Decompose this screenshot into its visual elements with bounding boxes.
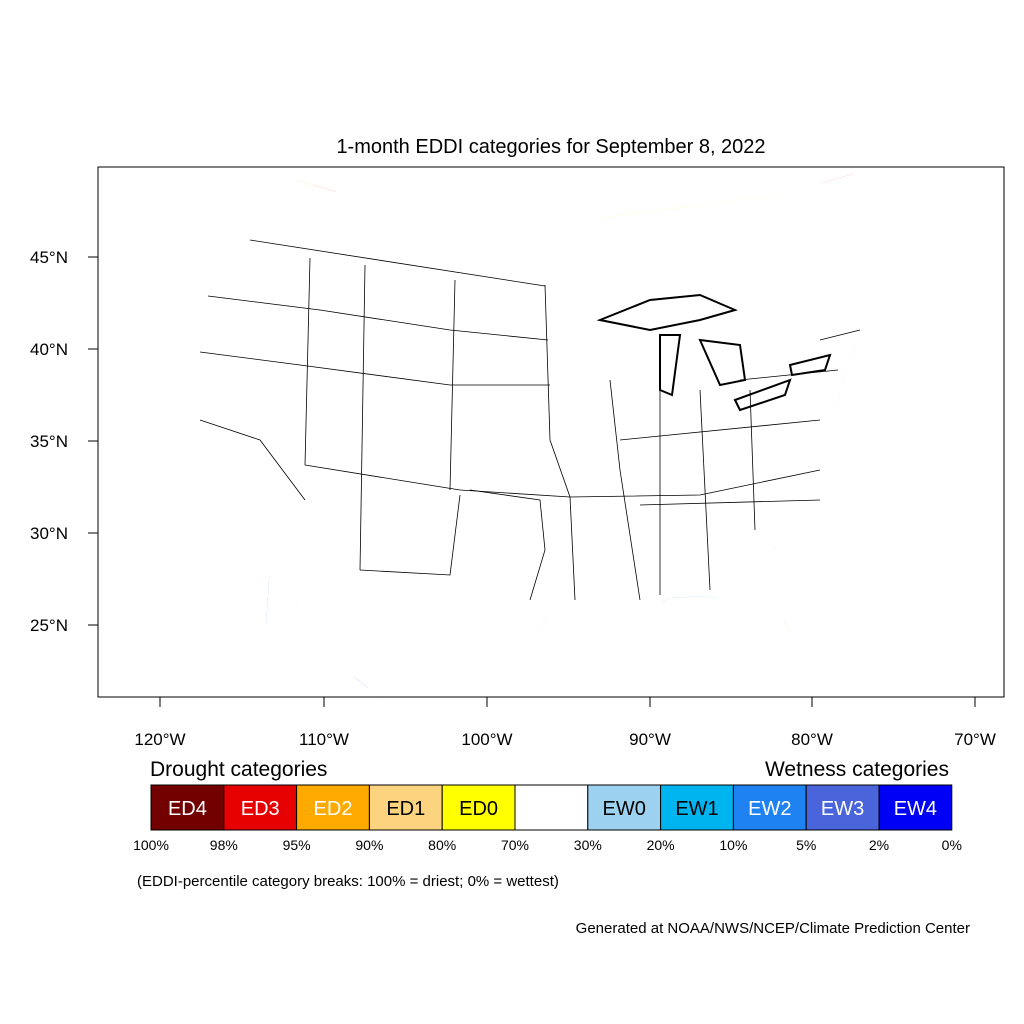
lon-label: 80°W (791, 730, 833, 749)
lat-label: 30°N (30, 524, 68, 543)
legend-category-label: ED2 (314, 798, 353, 820)
lake-superior (596, 293, 738, 332)
lat-label: 35°N (30, 432, 68, 451)
lon-ticks (159, 697, 976, 707)
legend-break-label: 70% (501, 837, 529, 853)
legend-break-label: 5% (796, 837, 816, 853)
legend-swatch (150, 784, 225, 831)
drought-categories-title: Drought categories (150, 758, 327, 781)
lake-michigan (659, 334, 682, 397)
legend-category-label: EW3 (821, 798, 864, 820)
legend-swatch (223, 784, 298, 831)
great-lakes (596, 293, 832, 412)
legend-swatch (441, 784, 516, 831)
legend-break-label: 0% (942, 837, 962, 853)
legend-swatch (660, 784, 734, 831)
lon-label: 100°W (461, 730, 512, 749)
legend-swatch (732, 784, 807, 831)
legend-break-labels: 100% 98% 95% 90% 80% 70% 30% 20% 10% 5% 2% 0% (133, 837, 962, 853)
lat-label: 45°N (30, 248, 68, 267)
lake-erie (733, 378, 792, 412)
lake-ontario (788, 353, 832, 377)
legend-swatch (296, 784, 370, 831)
legend-category-label: ED0 (459, 798, 498, 820)
legend-break-label: 10% (719, 837, 747, 853)
legend-category-normal (514, 784, 589, 831)
legend-category-label: ED3 (241, 798, 280, 820)
legend-category-label: EW1 (675, 798, 718, 820)
legend-swatch (514, 784, 589, 831)
legend-swatch (878, 784, 953, 831)
legend-category-ew3: EW3 (805, 784, 880, 831)
legend-category-label: ED1 (386, 798, 425, 820)
legend-swatch (587, 784, 662, 831)
legend-category-ed0: ED0 (441, 784, 516, 831)
lon-label: 90°W (629, 730, 671, 749)
lon-tick-labels: 120°W 110°W 100°W 90°W 80°W 70°W (134, 730, 995, 749)
legend-category-ew1: EW1 (660, 784, 734, 831)
legend-category-ed3: ED3 (223, 784, 298, 831)
legend-color-bar: ED4 ED3 ED2 ED1 ED0 EW0 EW1 EW2 EW3 EW4 (150, 784, 953, 831)
coastline (189, 171, 1004, 697)
legend-swatch (805, 784, 880, 831)
legend-note: (EDDI-percentile category breaks: 100% =… (137, 873, 559, 890)
map-area (189, 171, 1004, 697)
credit-line: Generated at NOAA/NWS/NCEP/Climate Predi… (576, 920, 970, 937)
legend-break-label: 30% (574, 837, 602, 853)
legend-break-label: 90% (355, 837, 383, 853)
lon-label: 110°W (299, 730, 349, 749)
legend-category-ed1: ED1 (368, 784, 443, 831)
legend-category-label: EW0 (603, 798, 646, 820)
wetness-categories-title: Wetness categories (765, 758, 949, 781)
lat-ticks (88, 256, 98, 626)
legend-break-label: 20% (647, 837, 675, 853)
state-borders (199, 239, 861, 601)
legend-category-ew4: EW4 (878, 784, 953, 831)
map-frame (97, 166, 1005, 698)
lon-label: 120°W (134, 730, 185, 749)
legend-category-label: ED4 (168, 798, 207, 820)
legend-break-label: 2% (869, 837, 889, 853)
legend-category-ed4: ED4 (150, 784, 225, 831)
legend-category-ew0: EW0 (587, 784, 662, 831)
legend-category-ed2: ED2 (296, 784, 370, 831)
legend-category-ew2: EW2 (732, 784, 807, 831)
lat-tick-labels: 45°N 40°N 35°N 30°N 25°N (30, 248, 68, 635)
legend-break-label: 80% (428, 837, 456, 853)
legend-category-label: EW2 (748, 798, 791, 820)
legend-break-label: 98% (210, 837, 238, 853)
legend-swatch (368, 784, 443, 831)
lon-label: 70°W (954, 730, 996, 749)
lake-huron (698, 338, 747, 387)
us-canada-border (249, 239, 546, 287)
map-title: 1-month EDDI categories for September 8,… (336, 136, 765, 158)
lat-label: 40°N (30, 340, 68, 359)
legend-break-label: 95% (283, 837, 311, 853)
legend-break-label: 100% (133, 837, 169, 853)
legend-category-label: EW4 (894, 798, 937, 820)
lat-label: 25°N (30, 616, 68, 635)
